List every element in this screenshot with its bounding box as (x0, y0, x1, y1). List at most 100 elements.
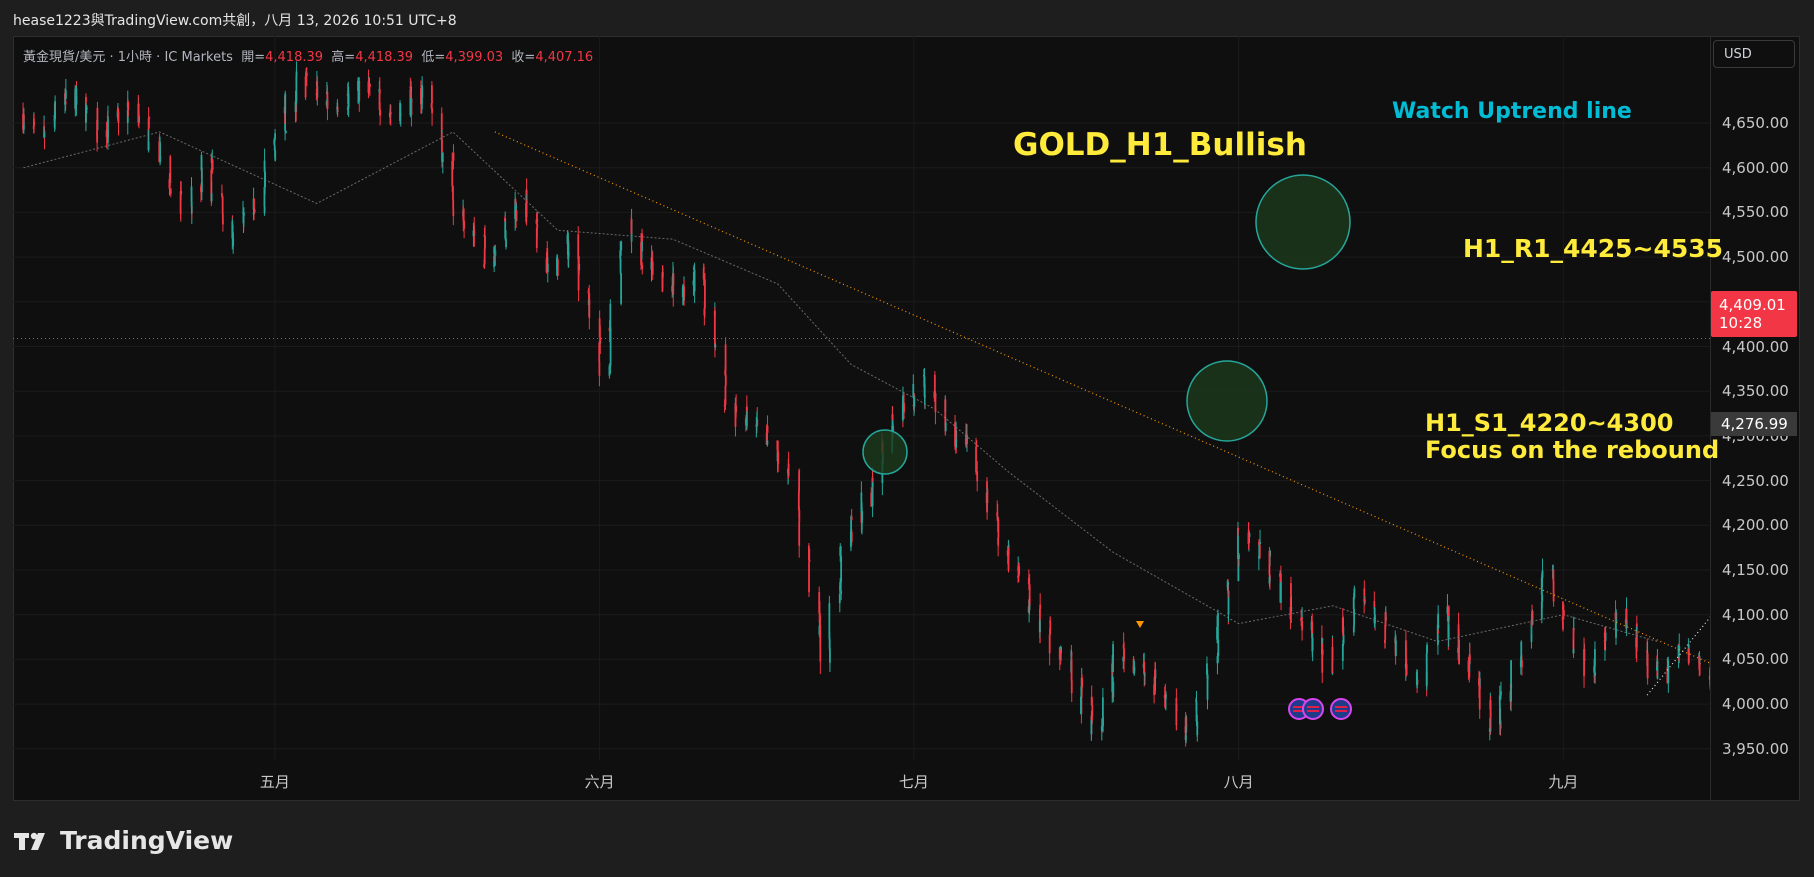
candle-body (1405, 664, 1408, 676)
y-tick-label: 4,600.00 (1722, 158, 1789, 177)
candle-body (713, 310, 716, 338)
price-axis[interactable] (1710, 36, 1801, 801)
candle-body (483, 234, 486, 237)
highlight-circle[interactable] (862, 429, 908, 475)
candle-body (158, 141, 161, 162)
candle-body (54, 101, 57, 120)
candle-body (1257, 556, 1260, 559)
candle-body (1111, 663, 1114, 693)
y-tick-label: 3,950.00 (1722, 739, 1789, 758)
y-tick-label: 4,000.00 (1722, 695, 1789, 714)
candle-body (1468, 654, 1471, 661)
candle-body (1498, 704, 1501, 725)
candle-body (808, 580, 810, 593)
candle-body (1383, 639, 1386, 644)
candle-body (1268, 576, 1271, 584)
y-tick-label: 4,200.00 (1722, 516, 1789, 535)
candle-body (221, 193, 223, 197)
x-tick-label: 八月 (1223, 773, 1254, 791)
candle-body (493, 255, 496, 268)
candle-body (1301, 617, 1304, 619)
candle-body (870, 492, 873, 507)
candle-body (525, 203, 528, 222)
candle-body (505, 238, 507, 248)
candle-body (1666, 667, 1669, 683)
candle-body (242, 212, 245, 216)
candle-body (305, 72, 308, 77)
price-chart[interactable] (13, 36, 1710, 760)
candle-body (504, 218, 507, 239)
candle-body (1206, 679, 1209, 699)
candle-body (1656, 667, 1658, 671)
candle-body (934, 393, 937, 413)
highlight-circle[interactable] (1255, 174, 1351, 270)
candle-body (1467, 660, 1470, 672)
candle-body (850, 516, 853, 543)
candle-body (1437, 613, 1440, 629)
candle-body (1341, 643, 1344, 661)
y-tick-label: 4,050.00 (1722, 650, 1789, 669)
candle-body (274, 150, 277, 161)
candle-body (839, 546, 842, 557)
candle-body (85, 108, 87, 123)
high-value: 4,418.39 (355, 50, 414, 65)
candle-body (976, 471, 979, 482)
candle-body (1112, 644, 1114, 672)
y-tick-label: 4,250.00 (1722, 471, 1789, 490)
candle-body (682, 297, 685, 301)
candle-body (641, 233, 643, 248)
y-tick-label: 4,400.00 (1722, 337, 1789, 356)
candle-body (1531, 610, 1533, 620)
candle-body (1238, 554, 1240, 559)
candle-body (1447, 606, 1450, 622)
candle-body (661, 272, 664, 292)
candle-body (1615, 628, 1617, 638)
candle-body (264, 171, 267, 188)
us-flag-event-icon[interactable] (1302, 698, 1324, 720)
candle-body (294, 101, 297, 113)
candle-body (1017, 575, 1019, 578)
candle-body (421, 85, 424, 88)
candle-body (997, 519, 1000, 538)
candle-body (1259, 541, 1261, 545)
chart-title: GOLD_H1_Bullish (1013, 127, 1307, 163)
candle-body (284, 93, 287, 114)
candle-body (137, 103, 140, 123)
candle-body (641, 242, 643, 252)
candle-body (138, 116, 140, 118)
candle-body (222, 220, 224, 225)
candle-body (451, 160, 454, 187)
candle-body (1353, 588, 1356, 598)
candle-body (933, 374, 936, 392)
candle-body (147, 141, 150, 151)
candle-body (671, 285, 674, 292)
brand-name: TradingView (60, 826, 234, 855)
candle-body (483, 264, 485, 268)
candle-body (1373, 617, 1376, 624)
tradingview-logo[interactable]: TradingView (14, 826, 233, 855)
candle-body (346, 107, 349, 110)
candle-body (1154, 684, 1157, 686)
candle-body (440, 113, 443, 141)
candle-body (1081, 677, 1083, 688)
candle-body (1373, 601, 1376, 609)
currency-button[interactable]: USD (1713, 40, 1795, 68)
grid (13, 36, 1710, 760)
candle-body (818, 592, 821, 614)
candle-body (1594, 672, 1597, 676)
candle-body (452, 186, 454, 200)
candle-body (169, 156, 172, 169)
highlight-circle[interactable] (1186, 360, 1268, 442)
candle-body (1175, 703, 1178, 723)
candle-body (1070, 660, 1073, 681)
candle-body (620, 273, 623, 304)
candle-body (891, 414, 894, 434)
candlesticks (22, 61, 1710, 747)
us-flag-event-icon[interactable] (1330, 698, 1352, 720)
candle-body (1258, 544, 1261, 559)
candle-body (462, 217, 465, 221)
candle-body (452, 199, 455, 210)
candle-body (681, 287, 684, 298)
candle-body (975, 444, 978, 447)
candle-body (1321, 649, 1324, 655)
